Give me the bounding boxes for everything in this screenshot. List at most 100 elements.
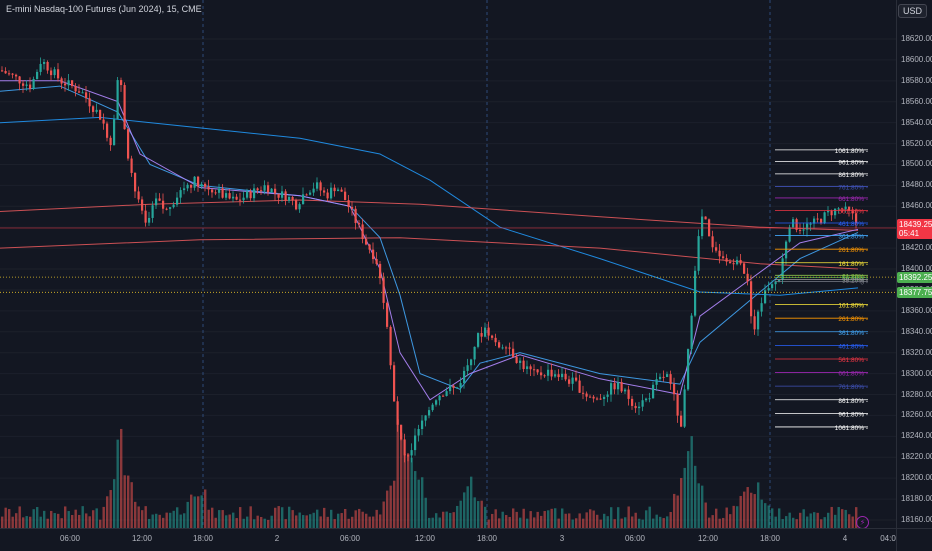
volume-bar [736,506,739,528]
axis-corner [896,528,932,551]
candle-body [470,359,473,366]
volume-bar [610,507,613,528]
candle-body [802,229,805,231]
price-tick: 18560.00 [901,96,932,106]
candle-body [295,200,298,210]
volume-bar [32,509,35,528]
volume-bar [697,483,700,528]
volume-bar [638,518,641,528]
fib-level-label: 461.80% - [838,221,868,228]
candle-body [116,80,119,120]
volume-bar [1,516,4,528]
candle-body [71,80,74,87]
candle-body [109,137,112,146]
price-marker-1: 18392.25 [897,272,932,284]
candle-body [522,360,525,370]
candle-body [204,183,207,187]
candle-body [767,288,770,291]
volume-bar [351,516,354,528]
candle-body [249,191,252,199]
candle-body [330,187,333,199]
volume-bar [424,497,427,528]
volume-bar [64,506,67,528]
candle-body [757,311,760,330]
candle-body [466,365,469,371]
volume-bar [407,453,410,528]
time-tick: 12:00 [414,534,436,543]
candle-body [267,185,270,193]
candle-body [669,374,672,384]
volume-bar [536,511,539,528]
candle-body [676,394,679,416]
volume-bar [470,476,473,528]
volume-bar [43,510,46,528]
price-chart[interactable]: 1061.80% - 961.80% - 861.80% - 761.80% - 661… [0,0,896,528]
volume-bar [176,507,179,528]
volume-bar [421,477,424,528]
candle-body [190,184,193,188]
volume-bar [655,514,658,528]
candle-body [557,374,560,378]
volume-bar [284,519,287,528]
indicator-line [0,116,859,296]
candle-body [732,263,735,265]
volume-bar [631,516,634,528]
candle-body [85,92,88,99]
price-tick: 18280.00 [901,389,932,399]
candle-body [431,404,434,411]
currency-button[interactable]: USD [897,4,927,18]
volume-bar [106,496,109,528]
volume-bar [739,495,742,528]
candle-body [333,187,336,192]
candle-body [785,241,788,259]
volume-bar [389,485,392,528]
volume-bar [519,517,522,528]
volume-bar [249,506,252,528]
candle-body [683,389,686,427]
volume-bar [197,496,200,528]
volume-bar [855,507,858,528]
time-axis[interactable]: 06:00 12:00 18:00 2 06:00 12:00 18:00 3 06:00 12:… [0,528,896,551]
price-tick: 18160.00 [901,515,932,524]
candle-body [400,424,403,440]
price-axis[interactable]: USD 18620.00 18600.00 18580.00 18560.00 1854… [896,0,932,528]
volume-bar [480,500,483,528]
candle-body [298,204,301,210]
volume-bar [302,515,305,528]
volume-bar [200,495,203,528]
volume-bar [95,508,98,528]
candle-body [764,290,767,304]
volume-bar [708,517,711,528]
time-tick: 4 [842,534,848,543]
candle-body [99,109,102,120]
time-tick: 12:00 [697,534,719,543]
candle-body [498,342,501,348]
candle-body [687,349,690,390]
volume-bar [102,506,105,528]
volume-bar [452,512,455,528]
price-tick: 18260.00 [901,410,932,420]
volume-bar [239,507,242,528]
candle-body [652,384,655,399]
volume-bar [46,518,49,528]
volume-bar [11,516,14,528]
candle-body [568,379,571,384]
volume-bar [428,517,431,528]
volume-bar [715,508,718,528]
volume-bar [645,510,648,528]
chart-pane[interactable]: 1061.80% - 961.80% - 861.80% - 761.80% - 661… [0,0,896,529]
candle-body [848,206,851,211]
candle-body [291,196,294,201]
volume-bar [207,509,210,528]
candle-body [680,415,683,427]
volume-bar [148,518,151,528]
candle-body [4,70,7,74]
candle-body [505,347,508,349]
volume-bar [53,513,56,528]
candle-body [694,270,697,316]
fib-level-label: 38.20% - [842,278,868,285]
candle-body [92,106,95,112]
candle-body [463,370,466,384]
candle-body [74,86,77,92]
volume-bar [711,515,714,528]
